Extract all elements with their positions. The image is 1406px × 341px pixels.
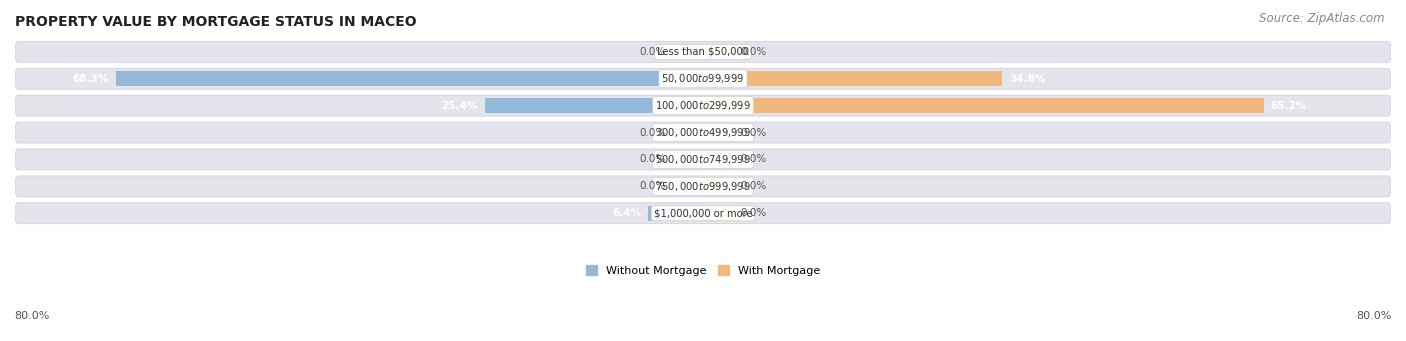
Text: $300,000 to $499,999: $300,000 to $499,999 <box>655 126 751 139</box>
Text: 68.3%: 68.3% <box>73 74 108 84</box>
Text: 65.2%: 65.2% <box>1271 101 1306 110</box>
FancyBboxPatch shape <box>15 95 1391 116</box>
Text: 0.0%: 0.0% <box>740 128 766 137</box>
Bar <box>703 206 733 221</box>
Bar <box>703 125 733 140</box>
Text: 0.0%: 0.0% <box>740 154 766 164</box>
Bar <box>673 152 703 167</box>
FancyBboxPatch shape <box>15 122 1391 143</box>
Text: $1,000,000 or more: $1,000,000 or more <box>654 208 752 218</box>
Text: 0.0%: 0.0% <box>640 154 666 164</box>
Text: 25.4%: 25.4% <box>441 101 478 110</box>
Bar <box>703 179 733 194</box>
Text: 34.8%: 34.8% <box>1010 74 1046 84</box>
FancyBboxPatch shape <box>15 176 1391 197</box>
Text: $100,000 to $299,999: $100,000 to $299,999 <box>655 99 751 112</box>
Bar <box>115 71 703 86</box>
Bar <box>485 98 703 113</box>
Text: $50,000 to $99,999: $50,000 to $99,999 <box>661 72 745 85</box>
Bar <box>703 71 1002 86</box>
Text: 0.0%: 0.0% <box>740 208 766 218</box>
Bar <box>703 152 733 167</box>
Text: PROPERTY VALUE BY MORTGAGE STATUS IN MACEO: PROPERTY VALUE BY MORTGAGE STATUS IN MAC… <box>15 15 416 29</box>
Bar <box>673 125 703 140</box>
Text: $500,000 to $749,999: $500,000 to $749,999 <box>655 153 751 166</box>
Text: 6.4%: 6.4% <box>612 208 641 218</box>
Bar <box>673 44 703 59</box>
Legend: Without Mortgage, With Mortgage: Without Mortgage, With Mortgage <box>582 261 824 280</box>
Bar <box>703 98 1264 113</box>
Text: Source: ZipAtlas.com: Source: ZipAtlas.com <box>1260 12 1385 25</box>
Text: 0.0%: 0.0% <box>640 128 666 137</box>
Bar <box>703 44 733 59</box>
Text: 80.0%: 80.0% <box>14 311 49 321</box>
Text: 0.0%: 0.0% <box>640 181 666 191</box>
FancyBboxPatch shape <box>15 68 1391 89</box>
Text: Less than $50,000: Less than $50,000 <box>657 47 749 57</box>
FancyBboxPatch shape <box>15 203 1391 224</box>
Text: 0.0%: 0.0% <box>640 47 666 57</box>
FancyBboxPatch shape <box>15 41 1391 62</box>
Text: 80.0%: 80.0% <box>1357 311 1392 321</box>
FancyBboxPatch shape <box>15 149 1391 170</box>
Bar <box>673 179 703 194</box>
Text: 0.0%: 0.0% <box>740 181 766 191</box>
Bar <box>648 206 703 221</box>
Text: $750,000 to $999,999: $750,000 to $999,999 <box>655 180 751 193</box>
Text: 0.0%: 0.0% <box>740 47 766 57</box>
